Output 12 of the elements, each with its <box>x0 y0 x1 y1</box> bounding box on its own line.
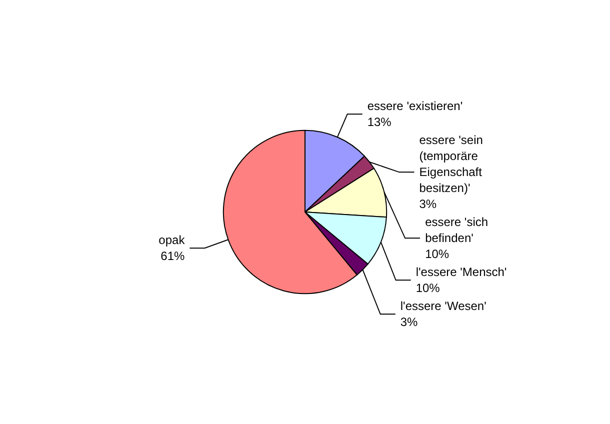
slice-label: essere 'existieren' <box>367 99 463 114</box>
slice-label: essere 'sich befinden' <box>425 215 492 246</box>
data-label: 3% <box>419 197 437 212</box>
data-label: 3% <box>400 315 418 330</box>
slice-label: l'essere 'Mensch' <box>416 265 507 280</box>
data-label: 61% <box>160 249 186 264</box>
slice-label: opak <box>158 233 186 248</box>
data-label: 13% <box>367 115 392 130</box>
data-label: 10% <box>416 281 440 296</box>
slice-label: essere 'sein (temporäre Eigenschaft besitzen)' <box>419 133 486 196</box>
data-label: 10% <box>425 247 450 262</box>
slice-label: l'essere 'Wesen' <box>400 299 486 314</box>
